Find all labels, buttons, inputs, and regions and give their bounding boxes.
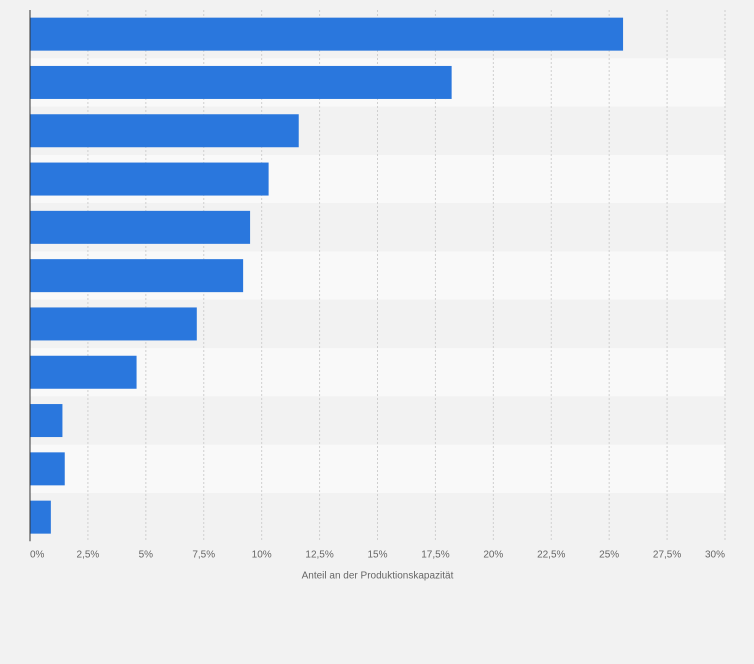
x-tick-label: 27,5% (653, 549, 681, 560)
x-tick-label: 25% (599, 549, 619, 560)
bar (30, 452, 65, 486)
bar (30, 307, 197, 341)
row-band (30, 396, 725, 445)
bar (30, 259, 244, 293)
x-tick-label: 15% (367, 549, 387, 560)
x-tick-labels: 0% 2,5% 5% 7,5% 10% 12,5% 15% 17,5% 20% 22,5% 25% 2… (30, 549, 725, 560)
bar (30, 65, 452, 99)
row-band (30, 444, 725, 493)
x-tick-label: 12,5% (305, 549, 333, 560)
row-band (30, 493, 725, 542)
bar (30, 114, 299, 148)
x-tick-label: 10% (252, 549, 272, 560)
x-tick-label: 0% (30, 549, 45, 560)
x-tick-label: 5% (139, 549, 154, 560)
bars (30, 17, 624, 534)
bar (30, 500, 51, 534)
x-tick-label: 20% (483, 549, 503, 560)
bar (30, 404, 63, 438)
bar (30, 210, 251, 244)
x-tick-label: 30% (705, 549, 725, 560)
bar (30, 355, 137, 389)
x-tick-label: 2,5% (77, 549, 100, 560)
bar (30, 17, 624, 51)
x-axis-label: Anteil an der Produktionskapazität (302, 570, 454, 581)
x-tick-label: 17,5% (421, 549, 449, 560)
bar (30, 162, 269, 196)
row-band (30, 348, 725, 397)
x-tick-label: 7,5% (192, 549, 215, 560)
x-tick-label: 22,5% (537, 549, 565, 560)
